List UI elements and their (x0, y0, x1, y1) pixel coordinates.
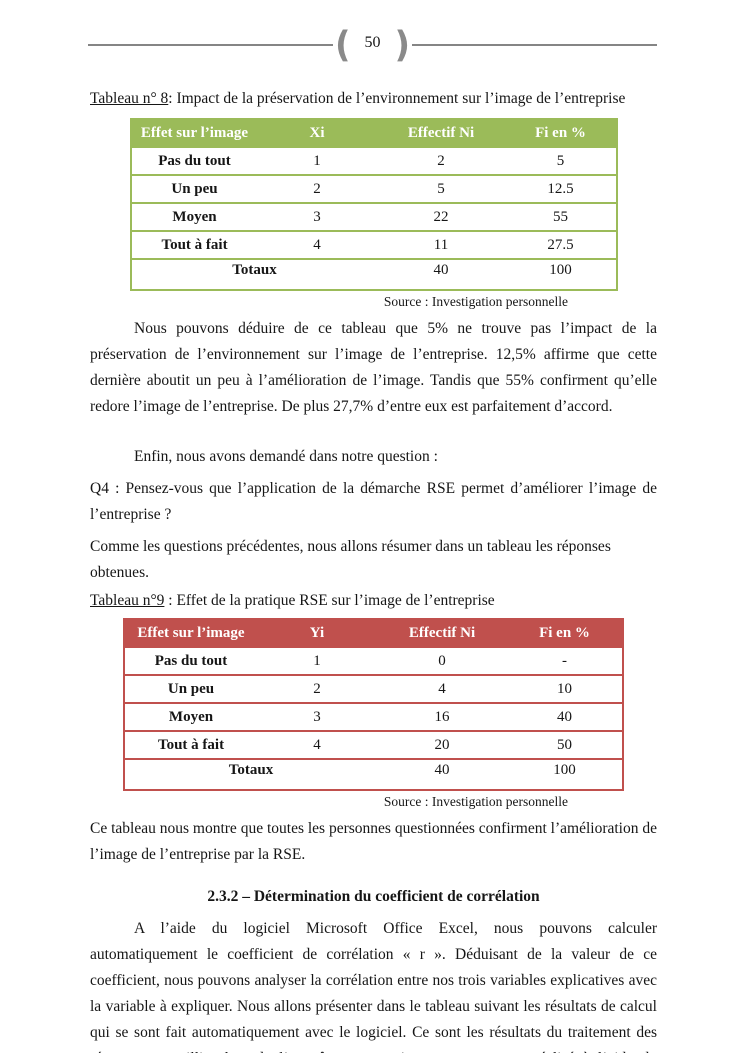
header-rule-left (88, 44, 333, 46)
table8-column-header: Fi en % (505, 119, 617, 147)
table8-cell: 22 (433, 208, 449, 225)
paragraph-correlation-method: A l’aide du logiciel Microsoft Office Ex… (90, 920, 657, 1053)
table9-cell: 3 (313, 708, 321, 725)
table8-totals-row: Totaux 40 100 (131, 259, 617, 290)
table9-cell: 50 (557, 736, 572, 753)
table8-column-header: Effectif Ni (377, 119, 505, 147)
left-bracket-ornament: ( (334, 24, 351, 66)
table9-column-header: Effectif Ni (377, 619, 507, 647)
table9-cell: 20 (434, 736, 450, 753)
table8-caption: Tableau n° 8: Impact de la préservation … (90, 88, 657, 110)
paragraph-question-q4: Q4 : Pensez-vous que l’application de la… (90, 480, 657, 523)
table8-caption-text: : Impact de la préservation de l’environ… (168, 90, 626, 107)
right-bracket-ornament: ) (394, 24, 411, 66)
table8: Effet sur l’image Xi Effectif Ni Fi en %… (130, 118, 618, 291)
table8-cell: Moyen (172, 208, 217, 225)
table9-column-header: Fi en % (507, 619, 623, 647)
table9-row: Moyen 3 16 40 (124, 703, 623, 731)
table9-cell: 4 (438, 680, 446, 697)
table9-row: Pas du tout 1 0 - (124, 647, 623, 675)
table9-cell: Tout à fait (157, 736, 225, 753)
table9-header-row: Effet sur l’image Yi Effectif Ni Fi en % (124, 619, 623, 647)
table9-cell: 4 (313, 736, 321, 753)
table9-column-header: Effet sur l’image (124, 619, 257, 647)
table8-row: Tout à fait 4 11 27.5 (131, 231, 617, 259)
page-number-band: ( 50 ) (88, 24, 657, 66)
table9-caption: Tableau n°9 : Effet de la pratique RSE s… (90, 590, 657, 612)
table9-cell: 1 (313, 652, 321, 669)
table9-caption-text: : Effet de la pratique RSE sur l’image d… (164, 592, 495, 609)
table9-totals-label: Totaux (228, 762, 274, 778)
table9-cell: - (562, 652, 567, 669)
table8-cell: 1 (313, 152, 321, 169)
table8-row: Pas du tout 1 2 5 (131, 147, 617, 175)
table8-cell: 4 (313, 236, 321, 253)
table8-cell: 11 (433, 236, 449, 253)
table9-column-header: Yi (257, 619, 377, 647)
page-number: 50 (364, 34, 381, 51)
table8-cell: 2 (313, 180, 321, 197)
table8-totals-label: Totaux (232, 262, 277, 278)
table8-column-header: Xi (257, 119, 377, 147)
table9-row: Un peu 2 4 10 (124, 675, 623, 703)
table9-cell: 10 (557, 680, 572, 697)
table8-row: Un peu 2 5 12.5 (131, 175, 617, 203)
table9-row: Tout à fait 4 20 50 (124, 731, 623, 759)
table8-cell: 5 (437, 180, 445, 197)
table8-source: Source : Investigation personnelle (383, 294, 568, 309)
paragraph-analysis-table8: Nous pouvons déduire de ce tableau que 5… (90, 320, 657, 415)
table8-totals-effectif: 40 (433, 262, 449, 278)
table8-cell: 3 (313, 208, 321, 225)
table9-cell: 0 (438, 652, 446, 669)
table9-totals-fi: 100 (553, 762, 576, 778)
table8-cell: 2 (437, 152, 445, 169)
paragraph-analysis-table9: Ce tableau nous montre que toutes les pe… (90, 820, 657, 863)
header-rule-right (412, 44, 657, 46)
table9-cell: Pas du tout (154, 652, 228, 669)
table9-totals-row: Totaux 40 100 (124, 759, 623, 790)
table8-cell: 12.5 (547, 180, 574, 197)
table8-caption-label: Tableau n° 8 (90, 90, 169, 107)
table9-cell: 40 (557, 708, 572, 725)
table8-totals-fi: 100 (549, 262, 572, 278)
table9-cell: 16 (434, 708, 450, 725)
paragraph-enfin: Enfin, nous avons demandé dans notre que… (134, 448, 438, 465)
table9-caption-label: Tableau n°9 (90, 592, 165, 609)
section-heading-2-3-2: 2.3.2 – Détermination du coefficient de … (207, 888, 540, 905)
table9-source: Source : Investigation personnelle (383, 794, 568, 809)
table9-cell: Un peu (167, 680, 215, 697)
table9: Effet sur l’image Yi Effectif Ni Fi en %… (123, 618, 624, 791)
table8-cell: 27.5 (547, 236, 574, 253)
table8-row: Moyen 3 22 55 (131, 203, 617, 231)
table8-cell: Un peu (171, 180, 218, 197)
table8-cell: 55 (553, 208, 568, 225)
table8-header-row: Effet sur l’image Xi Effectif Ni Fi en % (131, 119, 617, 147)
table9-cell: Moyen (168, 708, 214, 725)
table9-cell: 2 (313, 680, 321, 697)
table8-cell: Pas du tout (158, 152, 231, 169)
table8-cell: Tout à fait (161, 236, 228, 253)
table8-column-header: Effet sur l’image (131, 119, 257, 147)
table8-cell: 5 (556, 152, 565, 169)
table9-totals-effectif: 40 (434, 762, 450, 778)
paragraph-comme: Comme les questions précédentes, nous al… (90, 538, 611, 581)
